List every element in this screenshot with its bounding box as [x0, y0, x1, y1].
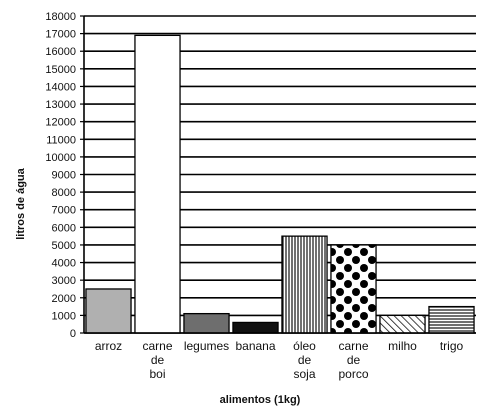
- category-label: de: [298, 353, 312, 367]
- category-label: banana: [235, 339, 275, 353]
- category-label: de: [347, 353, 361, 367]
- y-tick-label: 8000: [52, 187, 76, 199]
- y-tick-label: 11000: [46, 134, 76, 146]
- y-tick-label: 4000: [52, 258, 76, 270]
- bar: [134, 34, 181, 334]
- y-tick-label: 5000: [52, 240, 76, 252]
- bar: [379, 314, 426, 334]
- y-tick-label: 3000: [52, 275, 76, 287]
- category-label: carne: [338, 339, 368, 353]
- bar: [281, 235, 328, 334]
- bar: [330, 244, 377, 334]
- y-tick-label: 10000: [45, 152, 76, 164]
- bar: [232, 321, 279, 334]
- y-tick-label: 12000: [45, 117, 76, 129]
- category-label: soja: [293, 367, 315, 381]
- y-tick-label: 18000: [45, 11, 76, 23]
- y-tick-label: 6000: [52, 222, 76, 234]
- y-axis-title: litros de água: [15, 167, 27, 239]
- y-tick-label: 14000: [45, 81, 76, 93]
- y-tick-label: 7000: [52, 205, 76, 217]
- category-label: óleo: [293, 339, 316, 353]
- category-label: de: [151, 353, 165, 367]
- category-label: arroz: [95, 339, 122, 353]
- axes: [80, 15, 476, 334]
- bar: [183, 312, 230, 334]
- x-axis-title: alimentos (1kg): [220, 394, 301, 406]
- y-tick-label: 17000: [45, 29, 76, 41]
- y-tick-labels: 0 1000 2000 3000 4000 5000 6000 7000 8000 9000 100…: [45, 11, 76, 340]
- category-label: milho: [388, 339, 417, 353]
- y-tick-label: 0: [70, 328, 76, 340]
- y-tick-label: 13000: [45, 99, 76, 111]
- category-label: porco: [338, 367, 368, 381]
- y-tick-label: 2000: [52, 293, 76, 305]
- category-label: legumes: [184, 339, 229, 353]
- bar: [428, 305, 475, 334]
- y-tick-label: 9000: [52, 170, 76, 182]
- y-tick-label: 1000: [52, 310, 76, 322]
- category-label: boi: [149, 367, 165, 381]
- category-label: carne: [142, 339, 172, 353]
- bar: [85, 288, 132, 334]
- bars: [85, 34, 475, 334]
- y-tick-label: 16000: [45, 46, 76, 58]
- category-label: trigo: [440, 339, 464, 353]
- y-tick-label: 15000: [45, 64, 76, 76]
